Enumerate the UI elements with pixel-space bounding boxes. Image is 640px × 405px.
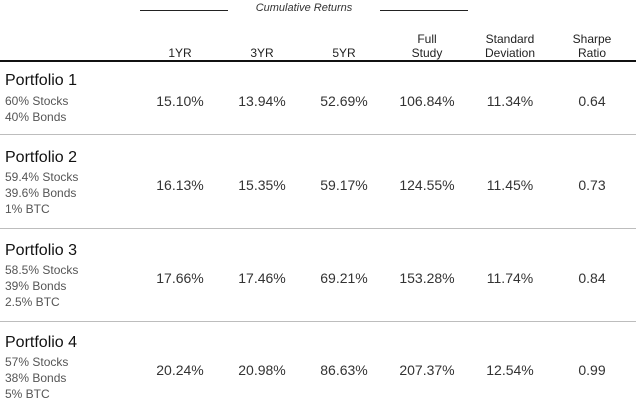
value-standard-deviation: 11.74% — [486, 270, 534, 286]
column-header-sharpe-ratio-line2: Ratio — [577, 46, 606, 60]
value-sharpe-ratio: 0.64 — [578, 93, 606, 109]
allocation-line: 5% BTC — [5, 387, 50, 401]
column-header-sharpe-ratio-line1: Sharpe — [572, 32, 612, 46]
column-header-3yr-label: 3YR — [250, 46, 274, 60]
portfolio-name: Portfolio 1 — [5, 72, 78, 89]
value-sharpe-ratio: 0.73 — [578, 177, 606, 193]
value-sharpe-ratio: 0.84 — [578, 270, 606, 286]
value-standard-deviation: 11.45% — [486, 177, 534, 193]
value-3yr: 15.35% — [238, 177, 286, 193]
column-header-3yr: 3YR — [222, 18, 302, 60]
value-sharpe-ratio: 0.99 — [578, 362, 606, 378]
portfolio-name: Portfolio 2 — [5, 149, 78, 166]
allocation-line: 58.5% Stocks — [5, 263, 79, 277]
row-divider — [0, 321, 636, 322]
group-header-rule-right — [380, 10, 468, 11]
column-header-full-study-line2: Study — [411, 46, 443, 60]
value-full-study: 153.28% — [399, 270, 455, 286]
row-divider — [0, 134, 636, 135]
group-header-label: Cumulative Returns — [255, 2, 353, 14]
value-1yr: 16.13% — [156, 177, 204, 193]
column-header-standard-deviation-line2: Deviation — [484, 46, 536, 60]
column-header-full-study: Full Study — [386, 18, 468, 60]
value-3yr: 13.94% — [238, 93, 286, 109]
value-5yr: 69.21% — [320, 270, 368, 286]
column-header-1yr: 1YR — [140, 18, 220, 60]
column-header-1yr-label: 1YR — [168, 46, 192, 60]
group-header-rule-left — [140, 10, 228, 11]
portfolio-name: Portfolio 4 — [5, 334, 78, 351]
value-1yr: 17.66% — [156, 270, 204, 286]
value-5yr: 52.69% — [320, 93, 368, 109]
table-row: Portfolio 2 59.4% Stocks 39.6% Bonds 1% … — [0, 149, 636, 223]
value-full-study: 124.55% — [399, 177, 455, 193]
value-full-study: 207.37% — [399, 362, 455, 378]
header-rule — [0, 60, 636, 62]
table-row: Portfolio 4 57% Stocks 38% Bonds 5% BTC … — [0, 334, 636, 404]
column-header-5yr: 5YR — [304, 18, 384, 60]
cumulative-returns-group-header: Cumulative Returns — [140, 0, 468, 20]
allocation-line: 39.6% Bonds — [5, 186, 77, 200]
portfolio-name: Portfolio 3 — [5, 242, 78, 259]
value-3yr: 17.46% — [238, 270, 286, 286]
value-full-study: 106.84% — [399, 93, 455, 109]
allocation-line: 1% BTC — [5, 202, 50, 216]
allocation-line: 39% Bonds — [5, 279, 67, 293]
value-standard-deviation: 11.34% — [486, 93, 534, 109]
allocation-line: 40% Bonds — [5, 110, 67, 124]
allocation-line: 38% Bonds — [5, 371, 67, 385]
allocation-line: 60% Stocks — [5, 94, 69, 108]
value-5yr: 86.63% — [320, 362, 368, 378]
allocation-line: 57% Stocks — [5, 355, 69, 369]
value-standard-deviation: 12.54% — [486, 362, 534, 378]
table-row: Portfolio 3 58.5% Stocks 39% Bonds 2.5% … — [0, 242, 636, 316]
allocation-line: 59.4% Stocks — [5, 170, 79, 184]
column-header-full-study-line1: Full — [417, 32, 437, 46]
value-5yr: 59.17% — [320, 177, 368, 193]
allocation-line: 2.5% BTC — [5, 295, 60, 309]
value-1yr: 15.10% — [156, 93, 204, 109]
row-divider — [0, 228, 636, 229]
column-header-5yr-label: 5YR — [332, 46, 356, 60]
column-header-standard-deviation: Standard Deviation — [470, 18, 550, 60]
value-1yr: 20.24% — [156, 362, 204, 378]
column-header-sharpe-ratio: Sharpe Ratio — [552, 18, 632, 60]
value-3yr: 20.98% — [238, 362, 286, 378]
column-header-standard-deviation-line1: Standard — [485, 32, 535, 46]
table-row: Portfolio 1 60% Stocks 40% Bonds 15.10% … — [0, 72, 636, 130]
